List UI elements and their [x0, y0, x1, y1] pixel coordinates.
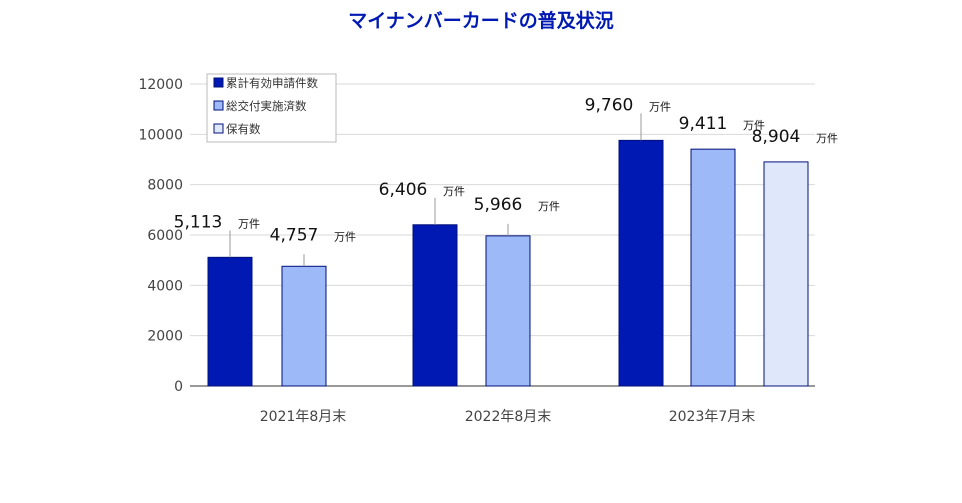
bar — [485, 235, 531, 387]
x-tick-label: 2023年7月末 — [669, 409, 756, 425]
data-label: 5,966 — [474, 195, 523, 215]
unit-label: 万件 — [816, 132, 838, 145]
bar — [207, 256, 253, 387]
unit-label: 万件 — [443, 185, 465, 198]
chart-title: マイナンバーカードの普及状況 — [348, 9, 614, 32]
legend-label: 総交付実施済数 — [226, 99, 307, 113]
data-label: 9,411 — [679, 114, 728, 134]
y-tick-label: 0 — [174, 379, 183, 395]
unit-label: 万件 — [649, 100, 671, 113]
data-label: 9,760 — [585, 95, 634, 115]
y-tick-label: 2000 — [147, 329, 183, 345]
legend-swatch — [213, 100, 224, 111]
x-tick-label: 2022年8月末 — [465, 409, 552, 425]
x-tick-label: 2021年8月末 — [260, 409, 347, 425]
bar — [690, 148, 736, 387]
legend-label: 累計有効申請件数 — [226, 76, 318, 90]
data-label: 8,904 — [752, 127, 801, 147]
legend-swatch — [213, 77, 224, 88]
y-tick-label: 6000 — [147, 228, 183, 244]
y-tick-label: 4000 — [147, 278, 183, 294]
unit-label: 万件 — [334, 230, 356, 243]
data-label: 6,406 — [379, 180, 428, 200]
unit-label: 万件 — [538, 200, 560, 213]
data-label: 4,757 — [270, 225, 319, 245]
y-tick-label: 12000 — [138, 77, 183, 93]
legend-box — [206, 73, 337, 143]
unit-label: 万件 — [743, 119, 765, 132]
unit-label: 万件 — [238, 217, 260, 230]
legend-label: 保有数 — [226, 122, 261, 136]
data-label: 5,113 — [174, 212, 223, 232]
y-tick-label: 10000 — [138, 127, 183, 143]
y-tick-label: 8000 — [147, 178, 183, 194]
bar — [763, 161, 809, 387]
legend-swatch — [213, 123, 224, 134]
bar — [618, 139, 664, 387]
bar — [412, 224, 458, 387]
bar — [281, 265, 327, 387]
